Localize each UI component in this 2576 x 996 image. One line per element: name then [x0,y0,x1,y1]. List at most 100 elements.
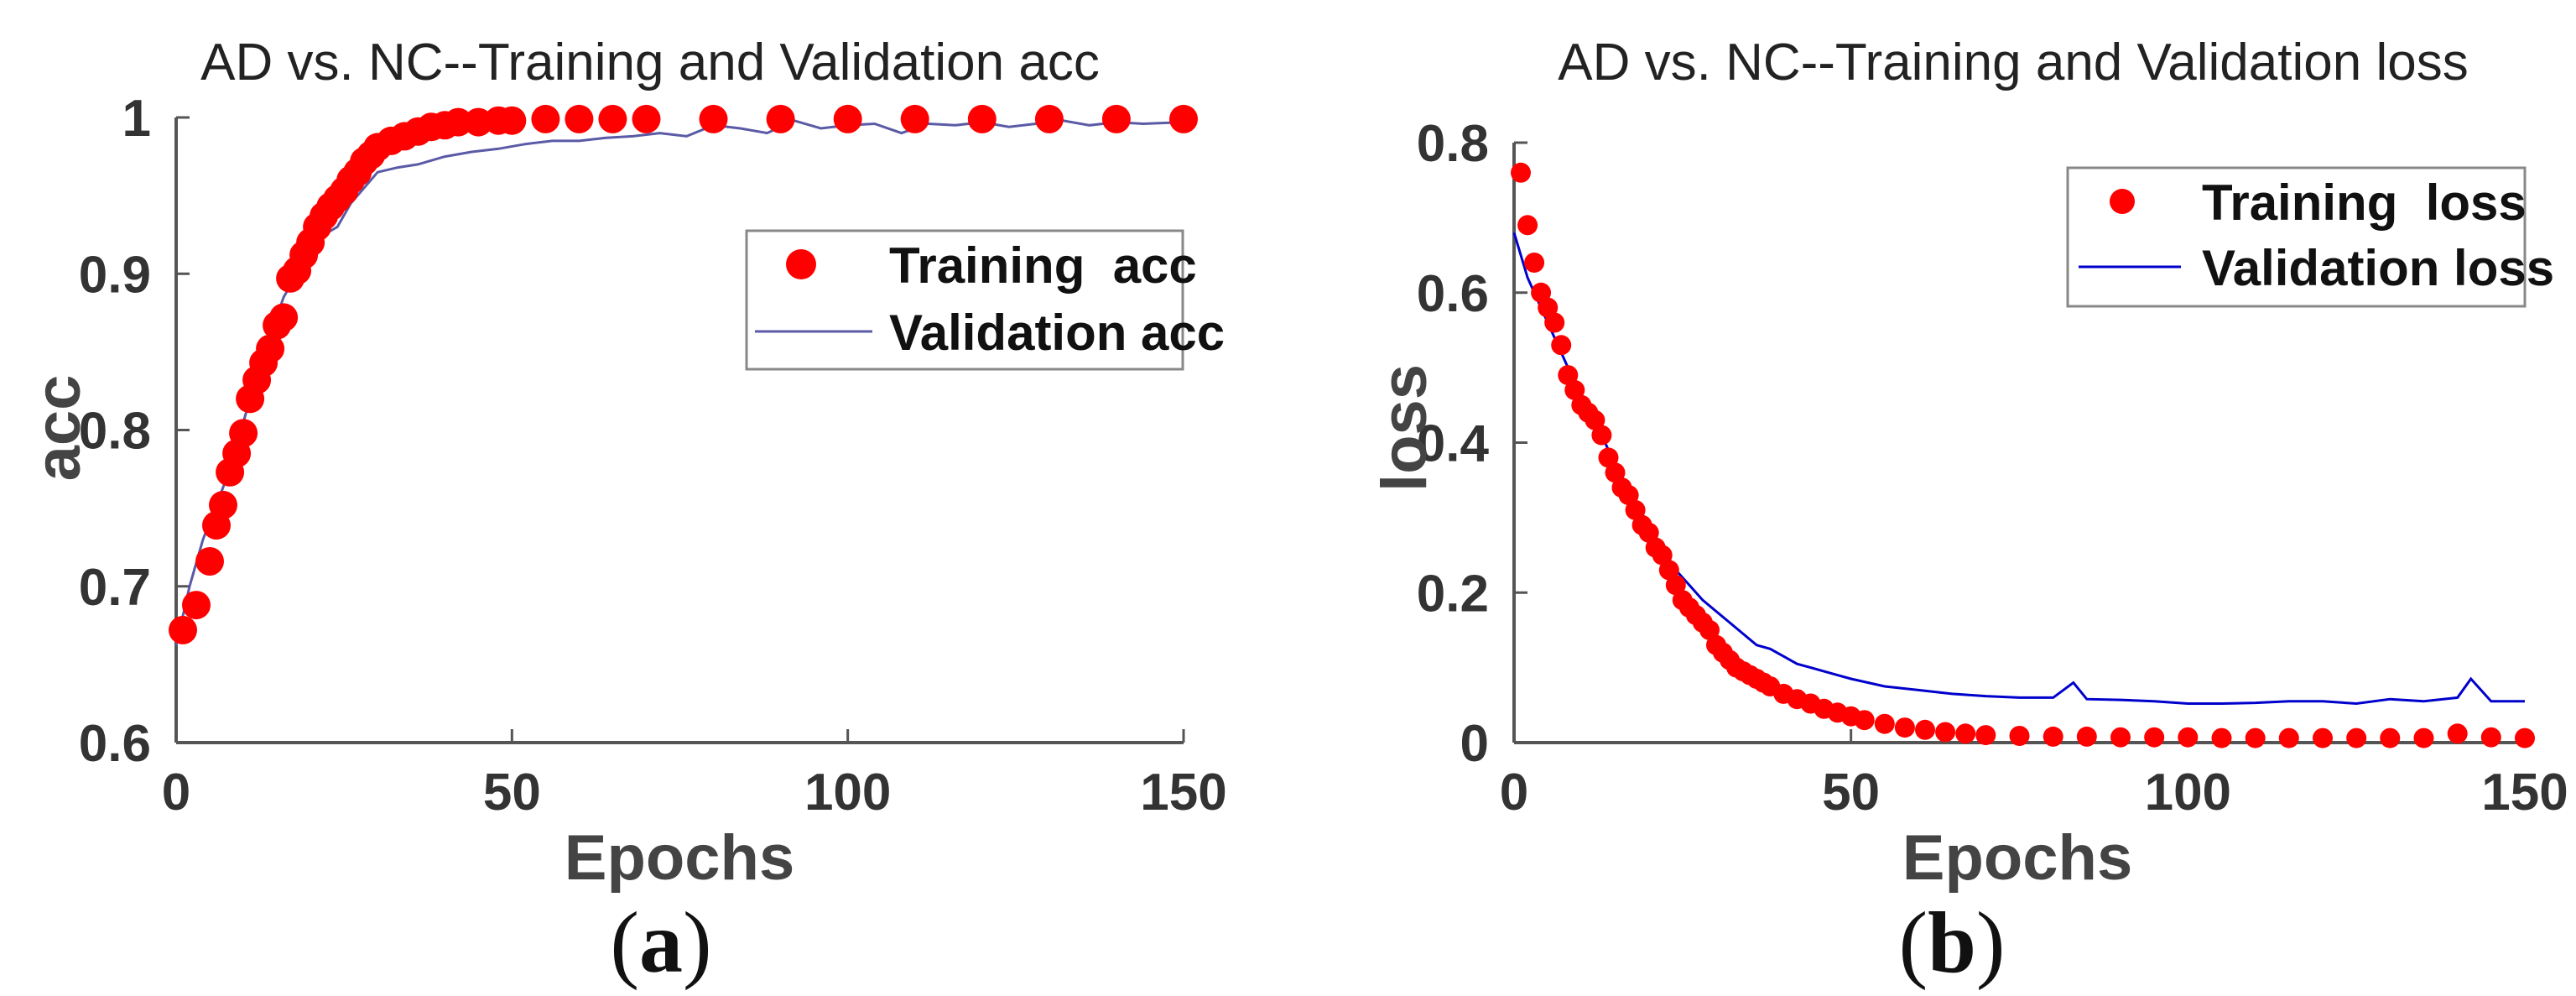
chart-b-xtick-label: 150 [2481,764,2568,821]
chart-b-legend-validation-label: Validation loss [2202,240,2554,296]
chart-b-ytick-label: 0 [1460,715,1489,773]
chart-b-training-point [2076,726,2097,747]
chart-a-ytick-label: 0.6 [79,715,151,773]
chart-a-ytick-label: 1 [122,90,151,148]
chart-a-training-point [269,303,299,332]
chart-b-training-point [2110,727,2131,748]
chart-b-training-point [2211,727,2232,748]
chart-b-training-point [1585,409,1605,430]
chart-b-ytick-label: 0.4 [1417,415,1490,473]
chart-b-ylabel: loss [1369,364,1440,492]
chart-b-training-point [1517,215,1538,236]
chart-b-training-point [1551,335,1572,356]
chart-b-training-point [2043,726,2063,747]
chart-b-training-point [2515,727,2535,748]
chart-b-title: AD vs. NC--Training and Validation loss [1558,34,2468,91]
chart-b-training-point [1591,425,1612,446]
chart-a-xtick-label: 50 [483,764,541,821]
chart-b-training-point [1598,447,1619,468]
chart-a-title: AD vs. NC--Training and Validation acc [200,34,1100,91]
chart-a-legend: Training acc Validation acc [745,229,1225,371]
caption-b-close: ) [1976,894,2006,991]
chart-a-training-point [531,104,560,133]
chart-b-training-point [1975,725,1996,746]
chart-b-training-point [2144,727,2165,748]
chart-b-training-point [1658,560,1679,581]
chart-b-training-point [1511,162,1531,183]
chart-a-ytick-label: 0.7 [79,559,151,617]
chart-b-training-point [2313,727,2333,748]
caption-a-open: ( [610,894,639,991]
chart-b-training-point [2480,727,2501,748]
chart-b-training-point [2380,727,2401,748]
chart-b-training-point [1915,719,1935,740]
chart-b-xtick-label: 100 [2145,764,2231,821]
caption-a-close: ) [683,894,712,991]
chart-b-xtick-label: 0 [1500,764,1528,821]
chart-b-training-point [1564,379,1585,400]
chart-b-training-point [1544,312,1565,333]
chart-a-training-point [182,591,211,620]
chart-a-training-point [444,107,473,137]
chart-a-legend-training-marker [786,249,816,279]
chart-b-training-point [1854,710,1875,731]
chart-a-legend-validation-label: Validation acc [889,305,1225,361]
chart-a-training-point [209,490,237,519]
chart-acc: AD vs. NC--Training and Validation acc 0… [23,34,1227,894]
chart-a-training-point [900,104,929,133]
chart-a-training-point [699,104,728,133]
chart-b-training-point [2278,727,2299,748]
chart-b-ytick-label: 0.2 [1417,565,1489,623]
chart-a-xlabel: Epochs [565,822,795,894]
caption-a: (a) [610,894,711,991]
chart-a-training-point [598,104,627,133]
chart-b-legend: Training loss Validation loss [2066,166,2554,308]
chart-a-xtick-label: 100 [804,764,891,821]
chart-b-legend-box [2066,166,2527,308]
caption-b-open: ( [1898,894,1928,991]
chart-b-training-point [1874,713,1895,734]
chart-b-ytick-label: 0.6 [1417,265,1489,323]
chart-a-legend-training-label: Training acc [889,237,1197,294]
caption-b: (b) [1898,894,2005,991]
chart-b-training-point [1538,297,1559,318]
chart-a-ytick-label: 0.9 [79,246,151,304]
chart-b-training-point [1955,723,1976,744]
chart-a-xtick-label: 0 [162,764,190,821]
chart-a-training-point [565,104,594,133]
chart-b-xtick-label: 50 [1822,764,1880,821]
chart-a-training-point [169,615,197,644]
chart-b-training-point [2413,727,2434,748]
chart-a-training-point [1101,104,1131,133]
chart-b-training-point [1665,575,1686,596]
chart-b-training-point [1894,717,1915,738]
caption-a-letter: a [639,894,683,991]
chart-a-training-point [632,104,661,133]
chart-b-training-point [1524,253,1545,273]
chart-b-legend-training-label: Training loss [2202,175,2527,231]
chart-b-training-point [2346,727,2367,748]
chart-b-training-point [2009,726,2030,746]
chart-a-xtick-label: 150 [1140,764,1226,821]
chart-b-training-point [1935,722,1956,743]
chart-a-plot-area: 0.6 0.7 0.8 0.9 1 0 50 100 150 [79,90,1227,821]
chart-a-training-point [1169,104,1198,133]
chart-loss: AD vs. NC--Training and Validation loss … [1369,34,2568,894]
chart-b-training-point [2447,723,2468,744]
chart-b-legend-training-marker [2110,189,2135,214]
chart-a-training-point [1034,104,1064,133]
chart-b-xlabel: Epochs [1902,822,2133,894]
chart-b-training-point [2245,727,2266,748]
chart-a-training-point [967,104,997,133]
caption-b-letter: b [1928,894,1976,991]
chart-b-training-point [1625,499,1646,520]
chart-a-training-point [229,419,258,448]
chart-b-ytick-label: 0.8 [1417,115,1489,173]
chart-a-legend-box [745,229,1184,371]
chart-b-training-point [1699,619,1720,640]
chart-b-training-point [2178,727,2199,748]
chart-a-ytick-label: 0.8 [79,403,151,461]
chart-a-training-point [256,334,285,363]
chart-a-training-point [497,106,527,135]
